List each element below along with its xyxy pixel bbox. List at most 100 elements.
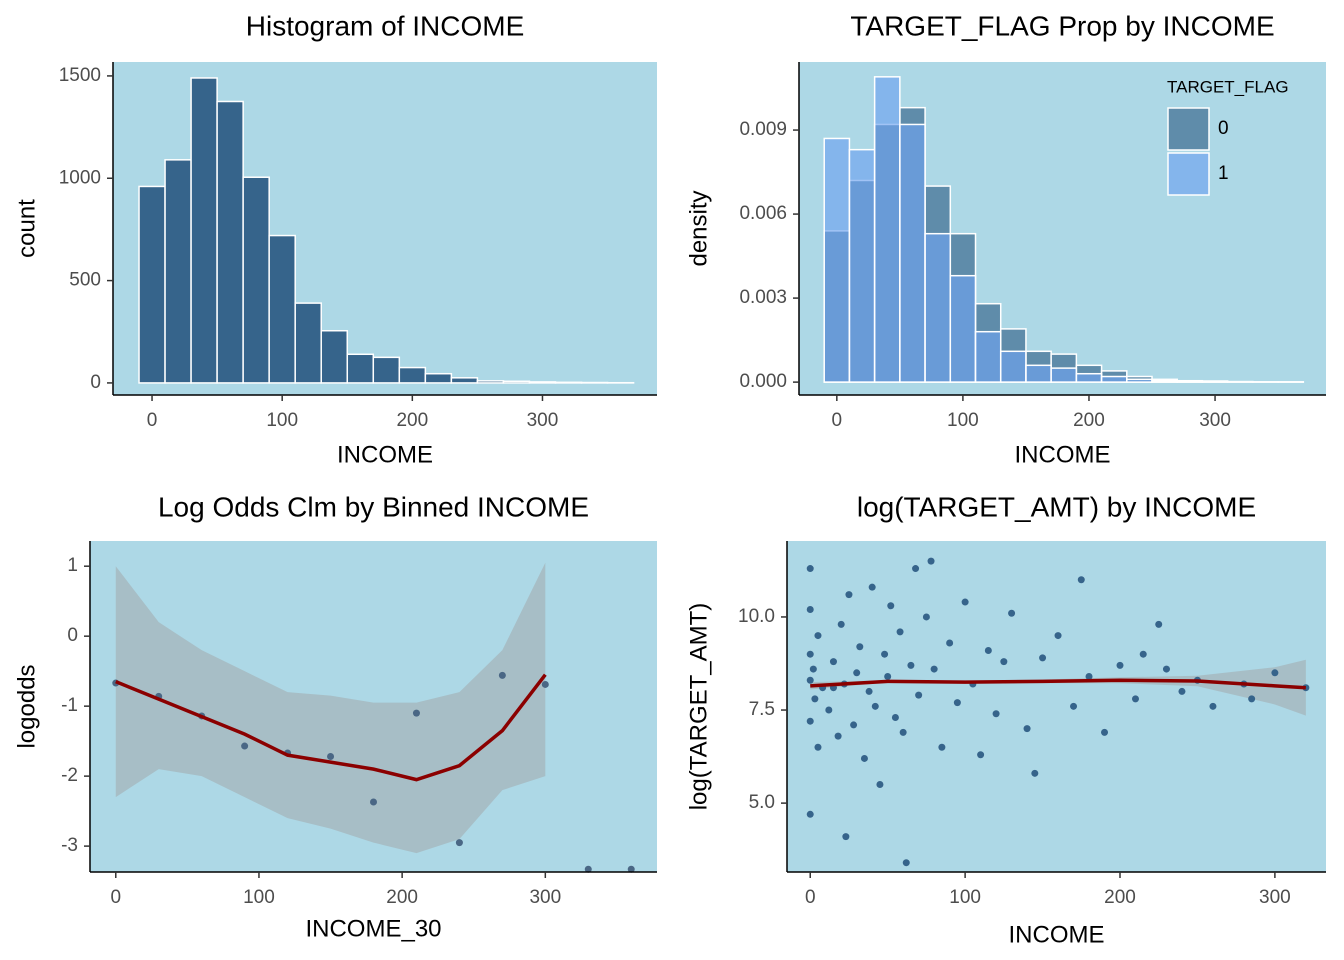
bar xyxy=(899,123,926,383)
point xyxy=(1248,695,1256,703)
point xyxy=(837,620,845,628)
confidence-band xyxy=(810,659,1306,716)
x-tick-label: 0 xyxy=(110,887,121,908)
bar xyxy=(502,380,531,384)
x-tick-label: 200 xyxy=(1073,410,1105,431)
confidence-band xyxy=(115,562,546,854)
point xyxy=(806,606,814,614)
bar xyxy=(999,350,1027,383)
smooth-line xyxy=(810,678,1306,690)
y-tick-label: 500 xyxy=(69,270,101,291)
x-tick-label: 0 xyxy=(147,410,158,431)
panel-background xyxy=(787,541,1326,872)
bar xyxy=(1025,364,1052,383)
panel-background xyxy=(90,541,657,872)
x-tick-label: 200 xyxy=(1104,887,1136,908)
x-tick-label: 300 xyxy=(1259,887,1291,908)
x-tick-label: 300 xyxy=(529,887,561,908)
point xyxy=(1139,650,1147,658)
bar xyxy=(242,176,270,384)
point xyxy=(811,695,819,703)
bar xyxy=(1126,378,1153,383)
x-axis-title: INCOME xyxy=(337,441,433,468)
x-axis-title: INCOME xyxy=(1009,921,1105,948)
x-tick-label: 300 xyxy=(1199,410,1231,431)
legend-label: 0 xyxy=(1218,118,1229,139)
y-axis-title: logodds xyxy=(13,664,40,748)
y-tick-label: 0 xyxy=(67,625,78,646)
point xyxy=(1085,673,1093,681)
point xyxy=(922,613,930,621)
bar xyxy=(138,185,166,384)
y-tick-label: 1000 xyxy=(59,167,101,188)
point xyxy=(1039,654,1047,662)
x-tick-label: 0 xyxy=(805,887,816,908)
point xyxy=(992,710,1000,718)
bar xyxy=(1100,375,1128,383)
bar xyxy=(424,372,453,384)
point xyxy=(953,699,961,707)
chart-title: TARGET_FLAG Prop by INCOME xyxy=(850,10,1274,41)
y-axis-title: count xyxy=(13,199,40,258)
point xyxy=(891,713,899,721)
x-tick-label: 300 xyxy=(527,410,559,431)
point xyxy=(1209,702,1217,710)
x-tick-label: 200 xyxy=(386,887,418,908)
chart-title: Log Odds Clm by Binned INCOME xyxy=(158,491,589,522)
point xyxy=(977,751,985,759)
point xyxy=(915,691,923,699)
bar xyxy=(294,302,322,384)
point xyxy=(1077,576,1085,584)
point xyxy=(1116,661,1124,669)
bar xyxy=(528,381,557,384)
point xyxy=(842,833,850,841)
point xyxy=(412,709,420,717)
y-tick-label: -2 xyxy=(61,765,78,786)
point xyxy=(860,754,868,762)
point xyxy=(806,650,814,658)
point xyxy=(856,643,864,651)
point xyxy=(938,743,946,751)
y-tick-label: 0.006 xyxy=(739,203,787,224)
point xyxy=(868,583,876,591)
bar xyxy=(1075,372,1103,383)
y-axis-title: density xyxy=(685,190,712,266)
bar xyxy=(398,366,427,384)
point xyxy=(853,669,861,677)
point xyxy=(884,673,892,681)
point xyxy=(946,639,954,647)
point xyxy=(627,865,635,873)
legend-label: 1 xyxy=(1218,163,1229,184)
x-tick-label: 100 xyxy=(949,887,981,908)
point xyxy=(1101,728,1109,736)
point xyxy=(1023,725,1031,733)
legend-swatch xyxy=(1167,152,1210,196)
bar xyxy=(320,329,349,384)
bar xyxy=(346,353,375,384)
point xyxy=(327,753,335,761)
bar xyxy=(372,356,401,384)
point xyxy=(829,658,837,666)
bar xyxy=(823,137,851,383)
point xyxy=(961,598,969,606)
point xyxy=(806,676,814,684)
y-tick-label: 0.009 xyxy=(739,119,787,140)
y-tick-label: 5.0 xyxy=(749,792,775,813)
chart-title: log(TARGET_AMT) by INCOME xyxy=(857,491,1256,522)
point xyxy=(881,650,889,658)
y-tick-label: 1 xyxy=(67,555,78,576)
smooth-line xyxy=(115,673,547,782)
bar xyxy=(268,234,296,384)
y-tick-label: 7.5 xyxy=(749,699,775,720)
point xyxy=(1131,695,1139,703)
point xyxy=(584,865,592,873)
bar xyxy=(949,274,977,383)
x-axis-title: INCOME xyxy=(1015,441,1111,468)
bar xyxy=(1151,379,1178,383)
point xyxy=(1008,609,1016,617)
point xyxy=(930,665,938,673)
point xyxy=(834,732,842,740)
y-tick-label: -3 xyxy=(61,835,78,856)
point xyxy=(876,781,884,789)
point xyxy=(865,687,873,695)
